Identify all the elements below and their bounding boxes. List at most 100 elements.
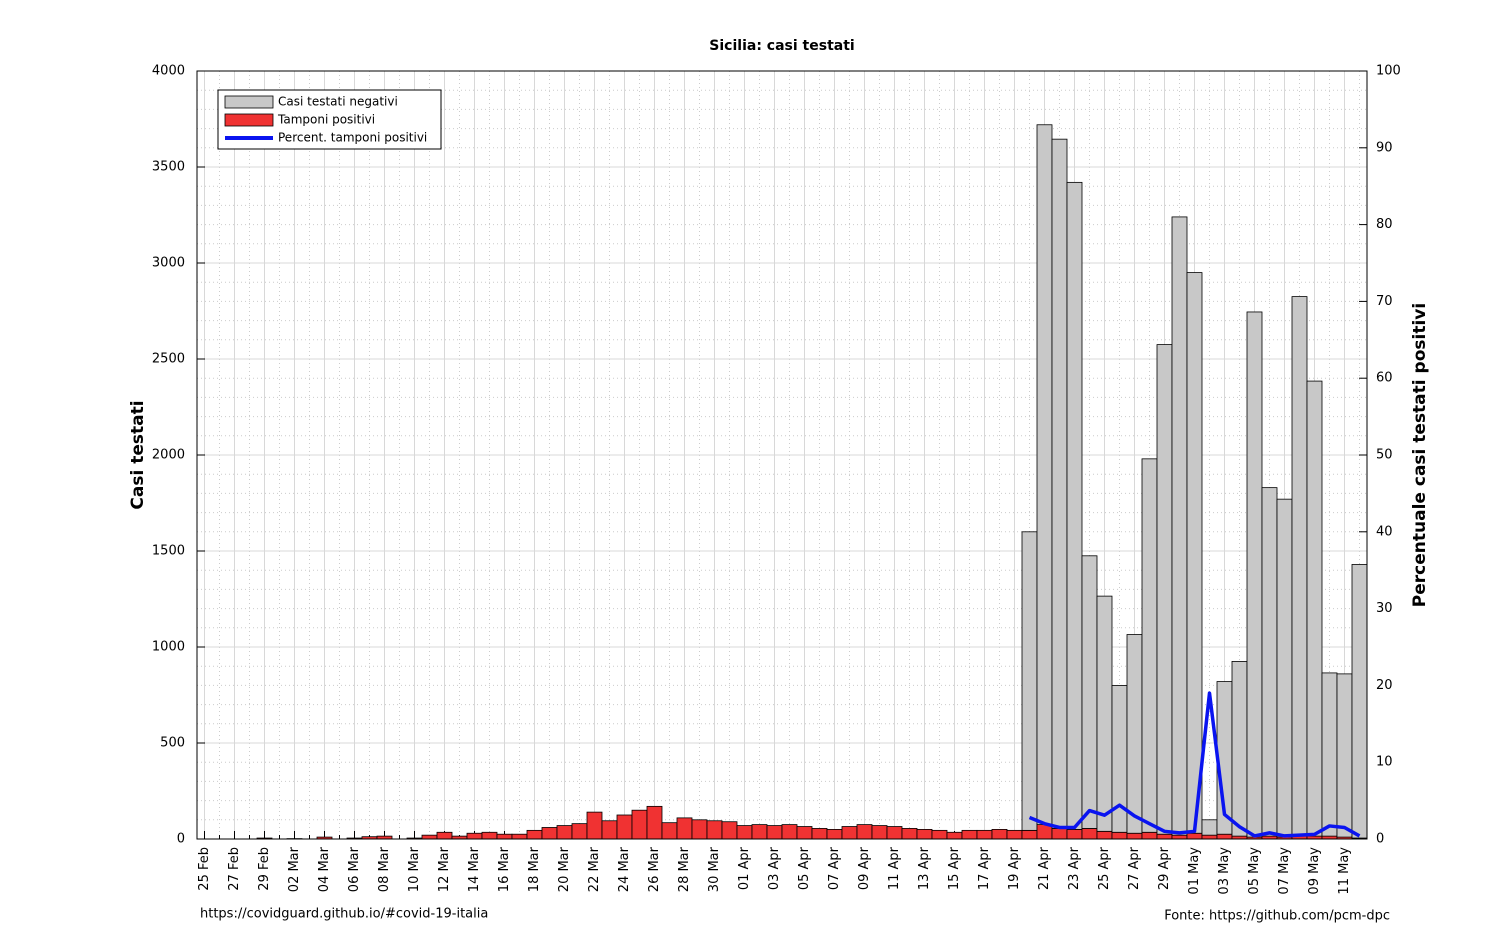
y2-tick-label: 20 xyxy=(1376,678,1393,693)
y2-tick-label: 80 xyxy=(1376,217,1393,232)
bar xyxy=(1157,834,1172,839)
bar xyxy=(692,820,707,839)
y2-axis-label: Percentuale casi testati positivi xyxy=(1410,303,1430,607)
x-tick-label: 25 Apr xyxy=(1097,846,1112,890)
bar xyxy=(1202,835,1217,839)
bar xyxy=(527,830,542,839)
x-tick-label: 27 Apr xyxy=(1127,846,1142,890)
x-tick-label: 08 Mar xyxy=(377,846,392,892)
bar xyxy=(437,832,452,839)
bar xyxy=(992,829,1007,839)
x-tick-label: 27 Feb xyxy=(227,847,242,891)
x-tick-label: 09 Apr xyxy=(857,846,872,890)
x-tick-label: 04 Mar xyxy=(317,846,332,892)
x-tick-label: 30 Mar xyxy=(707,846,722,892)
legend-patch xyxy=(225,114,273,126)
bar xyxy=(812,828,827,839)
bar xyxy=(842,827,857,839)
y-tick-label: 1500 xyxy=(152,544,185,559)
x-tick-label: 18 Mar xyxy=(527,846,542,892)
bar xyxy=(1112,832,1127,839)
bar xyxy=(1052,828,1067,839)
bar xyxy=(542,827,557,839)
bar xyxy=(1022,532,1037,831)
bar xyxy=(1097,596,1112,831)
bar xyxy=(857,825,872,839)
x-tick-label: 03 Apr xyxy=(767,846,782,890)
x-tick-label: 01 Apr xyxy=(737,846,752,890)
y-tick-label: 3500 xyxy=(152,160,185,175)
x-tick-label: 22 Mar xyxy=(587,846,602,892)
x-tick-label: 14 Mar xyxy=(467,846,482,892)
x-tick-label: 03 May xyxy=(1217,847,1232,895)
bar xyxy=(1352,564,1367,838)
x-tick-label: 29 Apr xyxy=(1157,846,1172,890)
x-tick-label: 17 Apr xyxy=(977,846,992,890)
x-tick-label: 13 Apr xyxy=(917,846,932,890)
x-tick-label: 05 May xyxy=(1247,847,1262,895)
bar xyxy=(902,828,917,839)
bar xyxy=(1172,835,1187,839)
legend-label: Tamponi positivi xyxy=(277,113,375,127)
bar xyxy=(1172,217,1187,835)
bar xyxy=(932,830,947,839)
bar xyxy=(422,835,437,839)
x-tick-label: 28 Mar xyxy=(677,846,692,892)
x-tick-label: 02 Mar xyxy=(287,846,302,892)
bar xyxy=(1067,182,1082,829)
bar xyxy=(1337,674,1352,837)
bar xyxy=(1232,661,1247,836)
x-tick-label: 29 Feb xyxy=(257,847,272,891)
x-tick-label: 07 Apr xyxy=(827,846,842,890)
y-tick-label: 2500 xyxy=(152,352,185,367)
bar xyxy=(1007,830,1022,839)
y-tick-label: 500 xyxy=(160,736,185,751)
y-tick-label: 0 xyxy=(177,832,185,847)
bar xyxy=(1097,831,1112,839)
bar xyxy=(1082,556,1097,829)
x-tick-label: 11 Apr xyxy=(887,846,902,890)
x-tick-label: 06 Mar xyxy=(347,846,362,892)
bar xyxy=(1022,830,1037,839)
x-tick-label: 23 Apr xyxy=(1067,846,1082,890)
y-tick-label: 3000 xyxy=(152,256,185,271)
bar xyxy=(617,815,632,839)
bar xyxy=(632,810,647,839)
x-tick-label: 01 May xyxy=(1187,847,1202,895)
bar xyxy=(662,823,677,839)
bar xyxy=(1052,139,1067,828)
bar xyxy=(602,821,617,839)
x-tick-label: 26 Mar xyxy=(647,846,662,892)
bar xyxy=(917,829,932,839)
x-tick-label: 16 Mar xyxy=(497,846,512,892)
y2-tick-label: 10 xyxy=(1376,755,1393,770)
bar xyxy=(1127,833,1142,839)
y-tick-label: 4000 xyxy=(152,64,185,79)
y2-tick-label: 50 xyxy=(1376,448,1393,463)
y-tick-label: 2000 xyxy=(152,448,185,463)
x-tick-label: 09 May xyxy=(1307,847,1322,895)
x-tick-label: 11 May xyxy=(1337,847,1352,895)
bar xyxy=(887,827,902,839)
bar xyxy=(557,826,572,839)
bar xyxy=(1187,273,1202,834)
chart-title: Sicilia: casi testati xyxy=(709,38,854,54)
bar xyxy=(1277,499,1292,837)
bar xyxy=(1142,459,1157,832)
bar xyxy=(872,826,887,839)
bar xyxy=(962,830,977,839)
y2-tick-label: 100 xyxy=(1376,64,1401,79)
bar xyxy=(722,822,737,839)
x-tick-label: 20 Mar xyxy=(557,846,572,892)
x-tick-label: 15 Apr xyxy=(947,846,962,890)
x-tick-label: 10 Mar xyxy=(407,846,422,892)
bar xyxy=(1187,833,1202,839)
x-tick-label: 12 Mar xyxy=(437,846,452,892)
x-tick-label: 24 Mar xyxy=(617,846,632,892)
bar xyxy=(1067,829,1082,839)
bar xyxy=(977,830,992,839)
legend-label: Casi testati negativi xyxy=(278,95,398,109)
bar xyxy=(1082,828,1097,839)
y2-tick-label: 0 xyxy=(1376,832,1384,847)
